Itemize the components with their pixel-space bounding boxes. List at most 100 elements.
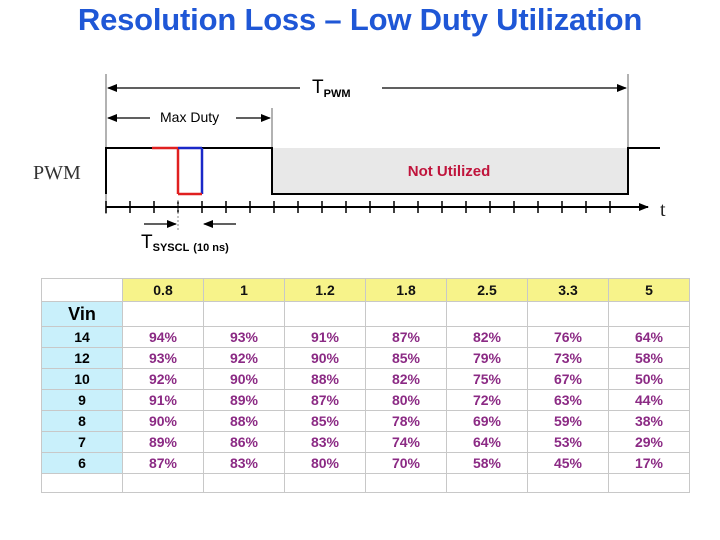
slide-title: Resolution Loss – Low Duty Utilization (77, 2, 643, 37)
value-cell: 74% (365, 431, 447, 453)
vin-cell: 8 (41, 410, 123, 432)
value-cell: 78% (365, 410, 447, 432)
value-cell: 93% (122, 347, 204, 369)
table-row: 12 93% 92% 90% 85% 79% 73% 58% (41, 347, 690, 369)
value-cell: 86% (203, 431, 285, 453)
time-axis-ticks (105, 201, 611, 213)
tpwm-label: TPWM (312, 77, 351, 100)
blank-cell (365, 473, 447, 493)
blank-cell (122, 301, 204, 327)
value-cell: 58% (608, 347, 690, 369)
value-cell: 90% (122, 410, 204, 432)
blank-cell (284, 473, 366, 493)
vin-header: Vin (41, 301, 123, 327)
value-cell: 92% (203, 347, 285, 369)
vin-cell: 12 (41, 347, 123, 369)
vin-cell: 10 (41, 368, 123, 390)
value-cell: 38% (608, 410, 690, 432)
value-cell: 85% (284, 410, 366, 432)
value-cell: 90% (203, 368, 285, 390)
value-cell: 73% (527, 347, 609, 369)
table-row: 8 90% 88% 85% 78% 69% 59% 38% (41, 410, 690, 432)
table-row: 9 91% 89% 87% 80% 72% 63% 44% (41, 389, 690, 411)
value-cell: 82% (365, 368, 447, 390)
value-cell: 79% (446, 347, 528, 369)
column-header: 1.8 (365, 278, 447, 302)
value-cell: 90% (284, 347, 366, 369)
blank-cell (446, 473, 528, 493)
value-cell: 83% (284, 431, 366, 453)
column-header: 5 (608, 278, 690, 302)
value-cell: 94% (122, 326, 204, 348)
value-cell: 89% (203, 389, 285, 411)
value-cell: 53% (527, 431, 609, 453)
pwm-timing-diagram: TPWM Max Duty Not Utilized PWM t TSYSCL(… (33, 74, 666, 254)
blank-cell (203, 473, 285, 493)
table-row: 7 89% 86% 83% 74% 64% 53% 29% (41, 431, 690, 453)
column-header: 1 (203, 278, 285, 302)
blank-cell (446, 301, 528, 327)
vin-cell: 6 (41, 452, 123, 474)
pwm-waveform (105, 147, 660, 195)
tsyscl-label: TSYSCL (10 ns) (141, 232, 229, 254)
not-utilized-region (273, 148, 627, 194)
value-cell: 70% (365, 452, 447, 474)
value-cell: 64% (446, 431, 528, 453)
blank-cell (41, 473, 123, 493)
value-cell: 17% (608, 452, 690, 474)
blank-cell (122, 473, 204, 493)
time-axis-label: t (660, 199, 666, 221)
table-row: 6 87% 83% 80% 70% 58% 45% 17% (41, 452, 690, 474)
blank-cell (608, 473, 690, 493)
value-cell: 89% (122, 431, 204, 453)
table-row: 10 92% 90% 88% 82% 75% 67% 50% (41, 368, 690, 390)
value-cell: 88% (203, 410, 285, 432)
corner-cell (41, 278, 123, 302)
value-cell: 59% (527, 410, 609, 432)
value-cell: 76% (527, 326, 609, 348)
column-header: 3.3 (527, 278, 609, 302)
value-cell: 87% (365, 326, 447, 348)
value-cell: 75% (446, 368, 528, 390)
value-cell: 85% (365, 347, 447, 369)
column-header: 0.8 (122, 278, 204, 302)
value-cell: 87% (122, 452, 204, 474)
blank-cell (527, 473, 609, 493)
vin-cell: 7 (41, 431, 123, 453)
table-row: 14 94% 93% 91% 87% 82% 76% 64% (41, 326, 690, 348)
efficiency-table: 0.8 1 1.2 1.8 2.5 3.3 5 Vin 14 94% 93% 91% 87% 82% 76%… (41, 278, 690, 493)
vin-cell: 14 (41, 326, 123, 348)
blank-cell (284, 301, 366, 327)
vin-cell: 9 (41, 389, 123, 411)
value-cell: 29% (608, 431, 690, 453)
column-header: 2.5 (446, 278, 528, 302)
value-cell: 80% (365, 389, 447, 411)
value-cell: 82% (446, 326, 528, 348)
blank-cell (203, 301, 285, 327)
value-cell: 91% (122, 389, 204, 411)
empty-row (41, 473, 690, 493)
blank-cell (608, 301, 690, 327)
value-cell: 58% (446, 452, 528, 474)
value-cell: 92% (122, 368, 204, 390)
value-cell: 50% (608, 368, 690, 390)
value-cell: 83% (203, 452, 285, 474)
value-cell: 87% (284, 389, 366, 411)
max-duty-label: Max Duty (160, 109, 219, 125)
value-cell: 80% (284, 452, 366, 474)
column-header: 1.2 (284, 278, 366, 302)
vin-title-row: Vin (41, 301, 690, 327)
blank-cell (365, 301, 447, 327)
value-cell: 88% (284, 368, 366, 390)
value-cell: 93% (203, 326, 285, 348)
not-utilized-label: Not Utilized (408, 163, 491, 180)
value-cell: 63% (527, 389, 609, 411)
value-cell: 45% (527, 452, 609, 474)
value-cell: 72% (446, 389, 528, 411)
value-cell: 44% (608, 389, 690, 411)
header-row: 0.8 1 1.2 1.8 2.5 3.3 5 (41, 278, 690, 302)
blank-cell (527, 301, 609, 327)
value-cell: 69% (446, 410, 528, 432)
pwm-label: PWM (33, 162, 81, 184)
value-cell: 64% (608, 326, 690, 348)
